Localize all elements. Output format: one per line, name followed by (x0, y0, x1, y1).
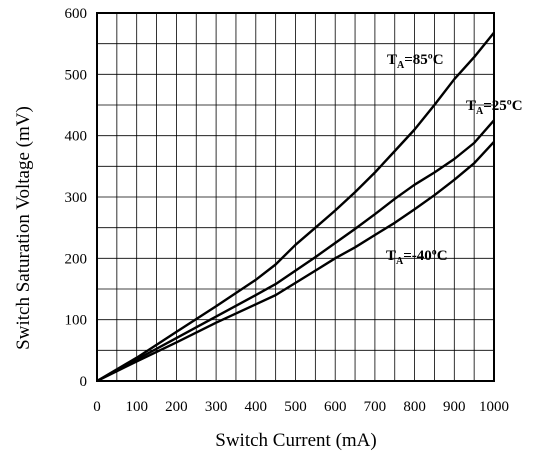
y-tick-label: 400 (65, 129, 88, 145)
x-tick-label: 0 (93, 399, 101, 415)
x-tick-label: 500 (284, 399, 307, 415)
x-tick-label: 300 (205, 399, 228, 415)
series-label-25c: TA=25ºC (466, 98, 523, 117)
y-tick-labels: 0 100 200 300 400 500 600 (65, 6, 88, 390)
y-axis-title: Switch Saturation Voltage (mV) (13, 106, 34, 350)
y-tick-label: 0 (80, 374, 88, 390)
series-label-minus40c-sub: A (396, 256, 404, 267)
grid-lines (97, 13, 494, 381)
series-label-85c-rest: =85ºC (404, 52, 443, 68)
series-label-85c-sub: A (397, 60, 405, 71)
x-tick-label: 1000 (479, 399, 509, 415)
series-line-25c (96, 119, 495, 383)
series-label-25c-sub: A (476, 106, 484, 117)
series-label-minus40c: TA=-40ºC (386, 248, 448, 267)
x-tick-label: 200 (165, 399, 188, 415)
series-label-minus40c-main: T (386, 248, 396, 264)
y-tick-label: 500 (65, 67, 88, 83)
x-tick-label: 400 (245, 399, 268, 415)
x-tick-label: 700 (364, 399, 387, 415)
series-label-minus40c-rest: =-40ºC (403, 248, 447, 264)
y-tick-label: 100 (65, 313, 88, 329)
series-label-25c-rest: =25ºC (483, 98, 522, 114)
series-line-minus40c (96, 140, 495, 383)
x-tick-label: 800 (403, 399, 426, 415)
series-line-85c (96, 31, 495, 383)
y-tick-label: 300 (65, 190, 88, 206)
x-axis-title: Switch Current (mA) (215, 430, 376, 451)
x-tick-label: 900 (443, 399, 466, 415)
series-label-85c-main: T (387, 52, 397, 68)
y-tick-label: 600 (65, 6, 88, 22)
series-label-25c-main: T (466, 98, 476, 114)
x-tick-label: 600 (324, 399, 347, 415)
plot-frame (96, 12, 495, 382)
series-lines (96, 31, 495, 383)
y-tick-label: 200 (65, 251, 88, 267)
x-tick-labels: 0 100 200 300 400 500 600 700 800 900 1000 (93, 399, 509, 415)
series-label-85c: TA=85ºC (387, 52, 444, 71)
x-tick-label: 100 (125, 399, 148, 415)
